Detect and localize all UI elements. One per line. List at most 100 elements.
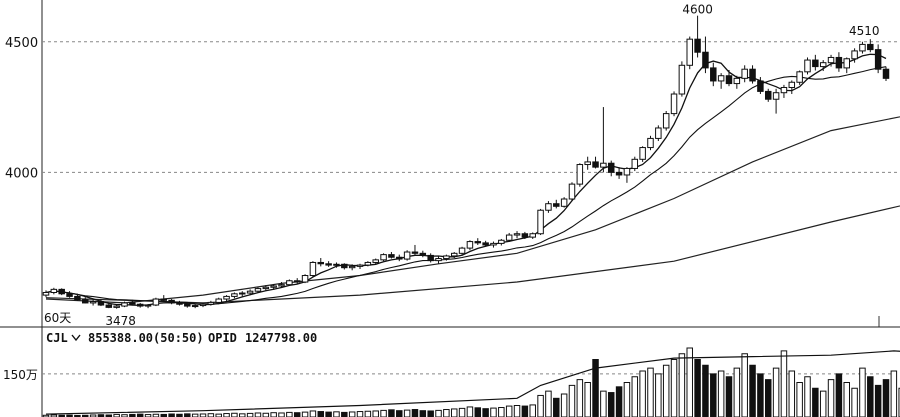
volume-bar (764, 379, 772, 417)
candle-body (419, 252, 427, 256)
candlestick (827, 54, 835, 67)
candle-body (341, 263, 348, 269)
candle-body (239, 292, 246, 295)
volume-bar (435, 409, 442, 417)
candlestick (396, 254, 403, 262)
candle-body (97, 301, 105, 306)
volume-bar (301, 411, 309, 417)
candle-body (105, 304, 113, 308)
candle-body (301, 275, 309, 283)
candlestick (725, 69, 733, 87)
candlestick (772, 88, 780, 114)
candlestick (882, 66, 890, 81)
candle-body (662, 113, 670, 129)
candle-body (835, 56, 843, 69)
candle-body (694, 38, 701, 53)
volume-bar (584, 382, 591, 417)
candle-body (655, 127, 662, 139)
volume-bar (804, 376, 811, 417)
volume-bar (293, 412, 301, 417)
candlestick (58, 288, 65, 296)
volume-bar (835, 373, 843, 417)
candlestick (427, 253, 434, 263)
candlestick (474, 238, 482, 245)
candle-body (474, 241, 482, 244)
candlestick (851, 48, 858, 63)
volume-bar (576, 379, 584, 417)
candlestick (819, 60, 827, 72)
volume-bar (741, 353, 748, 417)
candlestick (686, 36, 693, 70)
volume-bar (607, 392, 615, 417)
volume-bar (529, 404, 536, 417)
y-tick-label-4500: 4500 (5, 36, 38, 51)
volume-bar (74, 414, 81, 417)
volume-bar (545, 390, 552, 417)
volume-bar (757, 373, 764, 417)
volume-bar (788, 370, 796, 417)
volume-bar (286, 411, 293, 417)
candlestick (105, 302, 113, 309)
candle-body (568, 183, 576, 200)
candle-body (780, 86, 788, 94)
candlestick (553, 199, 560, 209)
candlestick (529, 232, 536, 239)
candlestick (560, 197, 568, 208)
candle-body (874, 49, 882, 70)
candle-body (749, 68, 756, 82)
candle-body (788, 81, 796, 88)
candle-body (191, 305, 199, 308)
candle-body (254, 288, 262, 292)
candlestick (576, 163, 584, 187)
candle-body (639, 147, 646, 160)
candle-body (702, 51, 709, 69)
candle-body (74, 295, 81, 301)
candle-body (231, 293, 238, 297)
volume-bar (97, 414, 105, 417)
volume-bar (121, 414, 128, 417)
candle-body (631, 158, 639, 169)
period-label: 60天 (44, 311, 71, 325)
volume-bar (560, 393, 568, 417)
chevron-down-icon[interactable] (71, 334, 81, 342)
candlestick (435, 256, 442, 264)
candle-body (144, 304, 152, 307)
candlestick (129, 299, 136, 306)
candle-body (670, 93, 678, 115)
volume-bar (199, 413, 207, 417)
volume-bar-series (42, 347, 900, 417)
candlestick (710, 62, 717, 87)
candlestick (631, 156, 639, 172)
candle-body (513, 233, 521, 236)
candle-body (647, 137, 654, 149)
candlestick (341, 263, 348, 270)
volume-bar (568, 384, 576, 417)
volume-bar (615, 386, 623, 417)
candlestick (239, 291, 246, 297)
volume-bar (403, 409, 411, 417)
moving-average-line (45, 205, 900, 304)
candlestick (223, 295, 230, 302)
candlestick (780, 84, 788, 98)
volume-bar (396, 410, 403, 417)
candlestick (670, 91, 678, 117)
volume-bar (474, 407, 482, 417)
candlestick (348, 264, 356, 271)
volume-bar (513, 405, 521, 417)
candlestick (867, 39, 874, 53)
volume-bar (639, 370, 646, 417)
candle-body (113, 305, 120, 308)
candle-body (859, 43, 866, 52)
candlestick (733, 75, 741, 89)
candle-body (505, 234, 513, 241)
high-price-label: 4600 (682, 3, 713, 17)
candle-body (176, 302, 183, 305)
candle-body (466, 241, 474, 249)
candle-body (733, 77, 741, 85)
opid-value: 1247798.00 (245, 331, 317, 345)
candlestick (835, 52, 843, 72)
candle-body (82, 299, 89, 304)
candle-body (411, 251, 419, 254)
candlestick (466, 240, 474, 251)
candle-body (560, 198, 568, 207)
